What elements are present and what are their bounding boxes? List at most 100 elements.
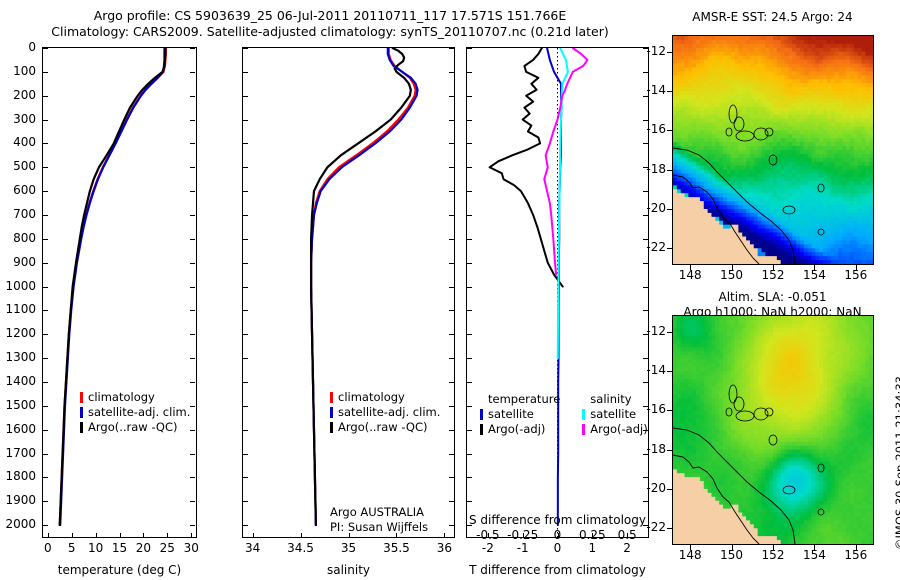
map-lat-tick: -14 bbox=[646, 363, 666, 377]
sla-title-line1: Altim. SLA: -0.051 bbox=[718, 290, 827, 304]
axis-tick bbox=[243, 167, 248, 169]
axis-tick bbox=[467, 48, 472, 49]
axis-tick bbox=[449, 334, 454, 336]
legend-color-swatch bbox=[330, 407, 333, 418]
figure-title: Argo profile: CS 5903639_25 06-Jul-2011 … bbox=[0, 8, 660, 40]
axis-tick bbox=[243, 453, 248, 455]
axis-tick bbox=[243, 286, 248, 288]
axis-tick bbox=[449, 191, 454, 193]
sla-field bbox=[673, 316, 873, 544]
salinity-tick-label: 34.5 bbox=[287, 541, 314, 555]
axis-tick bbox=[643, 214, 648, 216]
axis-tick bbox=[643, 381, 648, 383]
axis-tick bbox=[43, 238, 48, 240]
axis-tick bbox=[667, 248, 672, 250]
imos-credit: ©IMOS 30-Sep-2011 21:34:33 bbox=[893, 376, 900, 550]
axis-tick bbox=[667, 331, 672, 333]
legend-label: Argo(..raw -QC) bbox=[88, 420, 178, 434]
axis-tick bbox=[643, 310, 648, 312]
map-lat-tick: -20 bbox=[646, 201, 666, 215]
title-line-1: Argo profile: CS 5903639_25 06-Jul-2011 … bbox=[93, 8, 567, 23]
salinity-legend: climatology satellite-adj. clim. Argo(..ra… bbox=[330, 390, 440, 435]
axis-tick bbox=[449, 525, 454, 527]
series-satellite-adj-clim- bbox=[59, 48, 166, 527]
map-lon-tick: 150 bbox=[720, 548, 744, 562]
depth-tick-label: 300 bbox=[13, 111, 36, 126]
legend-row: satellite bbox=[582, 407, 647, 422]
map-lat-tick: -12 bbox=[646, 43, 666, 58]
axis-tick bbox=[43, 48, 48, 49]
map-lat-tick: -20 bbox=[646, 481, 666, 495]
axis-tick bbox=[467, 71, 472, 73]
axis-tick bbox=[773, 545, 774, 550]
axis-tick bbox=[243, 95, 248, 97]
sst-map bbox=[672, 35, 874, 265]
legend-color-swatch bbox=[330, 422, 333, 433]
legend-color-swatch bbox=[80, 422, 83, 433]
axis-tick bbox=[43, 214, 48, 216]
series-temperature-argo-adj- bbox=[488, 48, 564, 288]
axis-tick bbox=[643, 95, 648, 97]
axis-tick bbox=[522, 533, 524, 538]
depth-tick-label: 1400 bbox=[5, 373, 36, 388]
axis-tick bbox=[190, 334, 195, 336]
temperature-tick-label: 5 bbox=[67, 541, 76, 555]
s-difference-axis-label: S difference from climatology bbox=[469, 513, 646, 527]
t-difference-axis-label: T difference from climatology bbox=[469, 563, 646, 577]
axis-tick bbox=[449, 119, 454, 121]
axis-tick bbox=[467, 214, 472, 216]
axis-tick bbox=[43, 525, 48, 527]
axis-tick bbox=[119, 533, 121, 538]
axis-tick bbox=[43, 453, 48, 455]
axis-tick bbox=[95, 533, 97, 538]
map-lat-tick: -18 bbox=[646, 161, 666, 176]
difference-legend-columns: temperature satellite Argo(-adj) salinity sa… bbox=[480, 392, 648, 437]
axis-tick bbox=[449, 167, 454, 169]
axis-tick bbox=[643, 525, 648, 527]
axis-tick bbox=[190, 48, 195, 49]
axis-tick bbox=[467, 310, 472, 312]
series-argo-raw-qc- bbox=[58, 48, 167, 527]
temperature-tick-label: 20 bbox=[135, 541, 152, 555]
axis-tick bbox=[449, 501, 454, 503]
series-salinity-satellite bbox=[556, 48, 569, 360]
axis-tick bbox=[643, 405, 648, 407]
axis-tick bbox=[643, 358, 648, 360]
s-difference-tick-label: -0.5 bbox=[468, 528, 508, 542]
axis-tick bbox=[167, 533, 169, 538]
axis-tick bbox=[190, 525, 195, 527]
axis-tick bbox=[667, 410, 672, 412]
axis-tick bbox=[467, 358, 472, 360]
axis-tick bbox=[449, 238, 454, 240]
legend-color-swatch bbox=[480, 424, 483, 435]
axis-tick bbox=[43, 429, 48, 431]
axis-tick bbox=[557, 533, 559, 538]
legend-row: Argo(-adj) bbox=[582, 422, 648, 437]
series-temperature-satellite bbox=[546, 48, 563, 527]
map-lat-tick: -16 bbox=[646, 402, 666, 417]
temperature-tick-label: 10 bbox=[87, 541, 104, 555]
axis-tick bbox=[190, 429, 195, 431]
axis-tick bbox=[449, 95, 454, 97]
temperature-tick-label: 0 bbox=[43, 541, 52, 555]
depth-tick-label: 700 bbox=[13, 206, 36, 221]
axis-tick bbox=[667, 209, 672, 210]
axis-tick bbox=[467, 453, 472, 455]
axis-tick bbox=[449, 477, 454, 479]
difference-curves bbox=[488, 48, 589, 537]
axis-tick bbox=[467, 262, 472, 264]
legend-label: satellite-adj. clim. bbox=[338, 405, 441, 419]
map-lon-tick: 152 bbox=[761, 268, 785, 282]
legend-color-swatch bbox=[582, 424, 586, 435]
climatology-legend-row: satellite-adj. clim. bbox=[80, 405, 190, 420]
axis-tick bbox=[731, 545, 733, 550]
axis-tick bbox=[243, 48, 248, 49]
axis-tick bbox=[449, 310, 454, 312]
axis-tick bbox=[643, 119, 648, 121]
legend-row: Argo(-adj) bbox=[480, 422, 560, 437]
axis-tick bbox=[43, 71, 48, 73]
axis-tick bbox=[190, 358, 195, 360]
axis-tick bbox=[190, 167, 195, 169]
map-lon-tick: 148 bbox=[678, 548, 702, 562]
axis-tick bbox=[467, 191, 472, 193]
